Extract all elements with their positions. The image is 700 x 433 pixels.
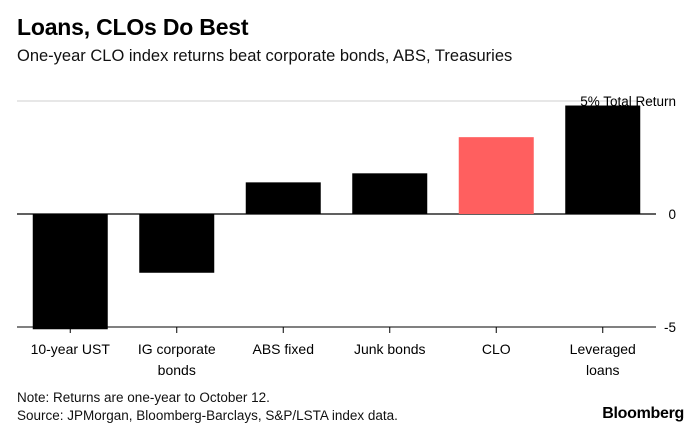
- y-tick-label: -5: [664, 320, 676, 335]
- chart-title: Loans, CLOs Do Best: [17, 14, 249, 40]
- x-tick-label: loans: [586, 362, 619, 378]
- chart-source: Source: JPMorgan, Bloomberg-Barclays, S&…: [17, 408, 398, 423]
- x-tick-label: ABS fixed: [253, 341, 314, 357]
- bars: [32, 105, 641, 330]
- labels: 5% Total Return 0 -5 10-year UST IG corporat…: [31, 94, 676, 378]
- y-tick-label: 0: [668, 207, 676, 222]
- x-tick-label: Leveraged: [570, 341, 636, 357]
- chart-subtitle: One-year CLO index returns beat corporat…: [17, 47, 513, 65]
- x-tick-label: CLO: [482, 341, 511, 357]
- y-tick-label: 5% Total Return: [580, 94, 676, 109]
- bar-abs-fixed: [245, 182, 321, 214]
- bar-clo: [458, 137, 534, 214]
- axes: [69, 327, 604, 333]
- bar-ig-corporate-bonds: [139, 214, 215, 273]
- chart-note: Note: Returns are one-year to October 12…: [17, 390, 270, 405]
- bar-leveraged-loans: [565, 105, 641, 214]
- x-tick-label: bonds: [158, 362, 196, 378]
- x-tick-label: 10-year UST: [31, 341, 111, 357]
- bloomberg-logo: Bloomberg: [602, 405, 684, 422]
- bar-10-year-ust: [32, 214, 108, 330]
- x-tick-label: IG corporate: [138, 341, 216, 357]
- gridlines: [17, 100, 656, 328]
- bar-junk-bonds: [352, 173, 428, 214]
- x-tick-label: Junk bonds: [354, 341, 426, 357]
